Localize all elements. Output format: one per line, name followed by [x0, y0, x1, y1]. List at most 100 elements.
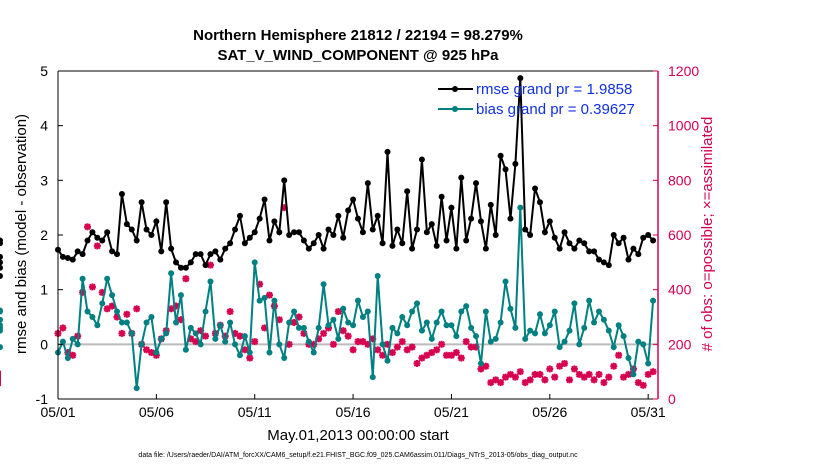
bias-marker — [330, 316, 337, 323]
rmse-marker — [335, 212, 342, 219]
y2-axis-label: # of obs: o=possible; ×=assimilated — [699, 117, 716, 352]
bias-marker — [477, 360, 484, 367]
obs-marker-stroke — [192, 338, 200, 345]
rmse-marker — [84, 237, 91, 244]
obs-count-marker — [541, 376, 549, 384]
rmse-marker — [104, 229, 111, 236]
bias-marker — [305, 338, 312, 345]
obs-count-marker — [624, 370, 632, 378]
rmse-marker — [551, 234, 558, 241]
bias-marker — [310, 349, 317, 356]
rmse-marker — [359, 229, 366, 236]
obs-marker-stroke — [207, 261, 214, 269]
rmse-marker — [414, 226, 421, 233]
legend-bias-marker — [452, 106, 458, 112]
bias-marker — [610, 344, 617, 351]
bias-marker — [625, 355, 632, 361]
rmse-marker — [168, 245, 175, 252]
bias-marker — [409, 308, 416, 315]
obs-count-marker — [359, 338, 367, 346]
rmse-marker — [0, 273, 3, 279]
obs-marker-stroke — [497, 379, 504, 386]
y-tick-label: 0 — [40, 336, 48, 352]
rmse-marker — [315, 232, 322, 238]
rmse-marker — [507, 215, 514, 222]
obs-marker-stroke — [84, 223, 91, 231]
obs-marker-stroke — [266, 291, 273, 299]
obs-marker-stroke — [59, 324, 67, 332]
obs-count-marker — [226, 308, 234, 316]
obs-count-marker — [192, 338, 200, 346]
bias-marker — [227, 319, 234, 326]
bias-marker — [468, 324, 475, 331]
obs-count-marker — [403, 346, 411, 354]
rmse-marker — [640, 234, 647, 241]
bias-marker — [173, 319, 180, 326]
obs-count-marker — [393, 343, 401, 351]
bias-marker — [615, 322, 622, 329]
bias-marker — [482, 308, 489, 315]
rmse-marker — [217, 256, 224, 263]
rmse-marker — [325, 226, 332, 233]
obs-marker-stroke — [541, 376, 549, 384]
bias-marker — [114, 308, 121, 315]
rmse-marker — [261, 196, 268, 203]
bias-marker — [635, 338, 642, 345]
bias-marker — [355, 297, 361, 304]
bias-marker — [443, 322, 450, 329]
rmse-marker — [581, 240, 588, 247]
y-axis-label: rmse and bias (model - observation) — [13, 114, 30, 354]
bias-marker — [192, 330, 199, 337]
x-axis-label: May.01,2013 00:00:00 start — [267, 427, 449, 444]
bias-marker — [0, 316, 3, 323]
obs-marker-stroke — [285, 341, 293, 348]
obs-count-marker — [551, 373, 559, 381]
bias-marker — [566, 327, 573, 334]
obs-marker-stroke — [143, 346, 150, 354]
rmse-marker — [546, 218, 553, 225]
bias-marker — [133, 385, 140, 392]
y2-tick-label: 200 — [668, 336, 692, 352]
obs-marker-stroke — [453, 349, 460, 356]
obs-marker-stroke — [467, 343, 475, 351]
bias-marker — [74, 341, 81, 348]
bias-marker — [197, 341, 204, 348]
bias-marker — [212, 335, 219, 342]
x-tick-label: 05/26 — [532, 404, 567, 420]
bias-marker — [207, 278, 214, 285]
obs-count-marker — [123, 310, 131, 318]
rmse-marker — [492, 232, 499, 238]
rmse-marker — [109, 248, 116, 255]
obs-count-marker — [462, 338, 470, 346]
legend-rmse-label: rmse grand pr = 1.9858 — [476, 81, 632, 98]
obs-marker-stroke — [536, 371, 544, 378]
bias-marker — [69, 335, 76, 342]
obs-marker-stroke — [334, 308, 342, 315]
obs-count-marker — [320, 329, 328, 337]
rmse-marker — [0, 253, 3, 260]
obs-count-marker — [526, 376, 534, 384]
obs-count-marker — [438, 340, 446, 348]
obs-marker-stroke — [531, 371, 539, 378]
obs-marker-stroke — [349, 346, 357, 354]
rmse-marker — [0, 240, 3, 247]
bias-marker — [512, 324, 519, 331]
bias-marker — [374, 273, 381, 279]
obs-marker-stroke — [590, 376, 598, 384]
bias-marker — [492, 335, 499, 342]
rmse-marker — [384, 148, 391, 155]
obs-marker-stroke — [330, 341, 337, 348]
rmse-marker — [409, 245, 416, 252]
bias-marker — [315, 324, 322, 331]
rmse-marker — [187, 259, 194, 266]
bias-marker — [84, 308, 91, 315]
obs-marker-stroke — [246, 354, 254, 362]
rmse-marker — [556, 245, 563, 252]
bias-marker — [168, 270, 175, 277]
bias-marker — [389, 324, 396, 331]
obs-count-marker — [585, 370, 593, 378]
obs-count-marker — [69, 351, 77, 359]
rmse-marker — [605, 262, 612, 269]
obs-count-marker — [497, 379, 505, 387]
bias-marker — [109, 292, 116, 299]
